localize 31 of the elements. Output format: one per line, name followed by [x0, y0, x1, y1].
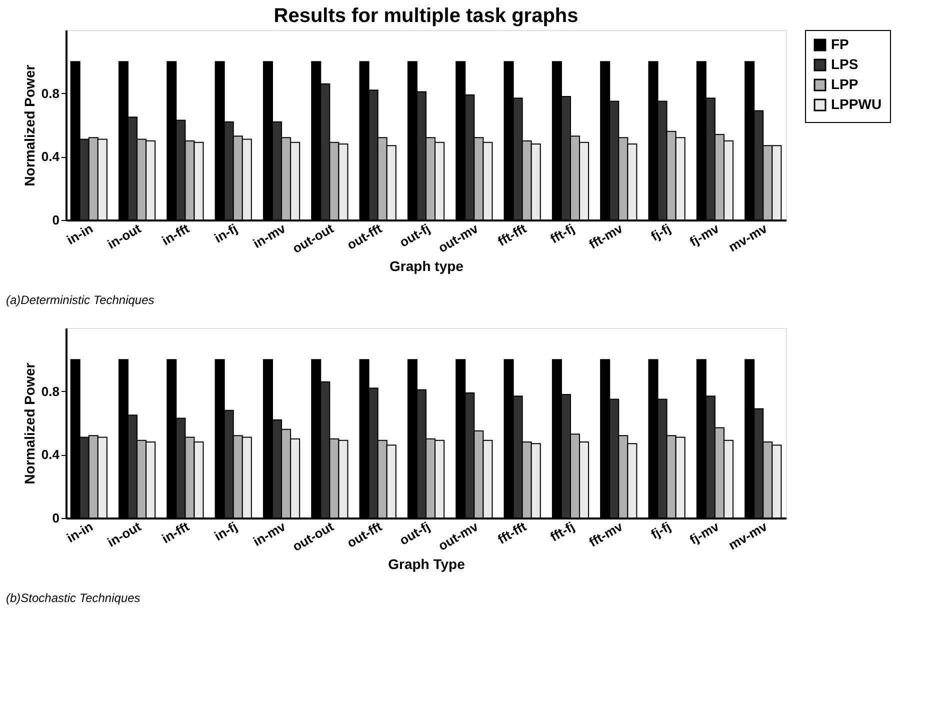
y-tick-label: 0.8: [41, 384, 60, 399]
text: (a)Deterministic Techniques: [6, 293, 154, 307]
y-tick-label: 0: [52, 510, 60, 526]
x-tick-label: fj-mv: [687, 518, 722, 548]
x-tick-label: in-fj: [212, 518, 240, 544]
y-axis-title: Normalized Power: [21, 362, 38, 484]
chart-title: Results for multiple task graphs: [274, 5, 578, 27]
x-tick-label: fft-fft: [495, 518, 530, 547]
x-axis-title: Graph type: [390, 258, 464, 274]
y-tick-label: 0.8: [41, 86, 60, 101]
y-tick-label: 0.4: [41, 447, 60, 462]
legend-label: FP: [831, 36, 849, 52]
x-tick-label: in-fj: [212, 220, 240, 246]
x-tick-label: fj-mv: [687, 220, 722, 250]
y-tick-label: 0.4: [41, 149, 60, 164]
x-tick-label: in-fft: [159, 518, 192, 546]
text: (b)Stochastic Techniques: [6, 591, 140, 605]
y-tick-label: 0: [52, 212, 60, 228]
legend-label: LPPWU: [831, 96, 882, 112]
x-axis-title: Graph Type: [388, 556, 466, 572]
x-tick-label: in-fft: [159, 220, 192, 248]
legend-label: LPS: [831, 56, 858, 72]
x-tick-label: fft-fft: [495, 220, 530, 249]
x-tick-label: in-in: [64, 518, 96, 546]
x-tick-label: fj-fj: [648, 220, 674, 244]
y-axis-title: Normalized Power: [21, 64, 38, 186]
x-tick-label: fft-fj: [548, 518, 577, 544]
x-tick-label: fj-fj: [648, 518, 674, 542]
legend-label: LPP: [831, 76, 858, 92]
x-tick-label: fft-fj: [548, 220, 577, 246]
x-tick-label: in-in: [64, 220, 96, 248]
